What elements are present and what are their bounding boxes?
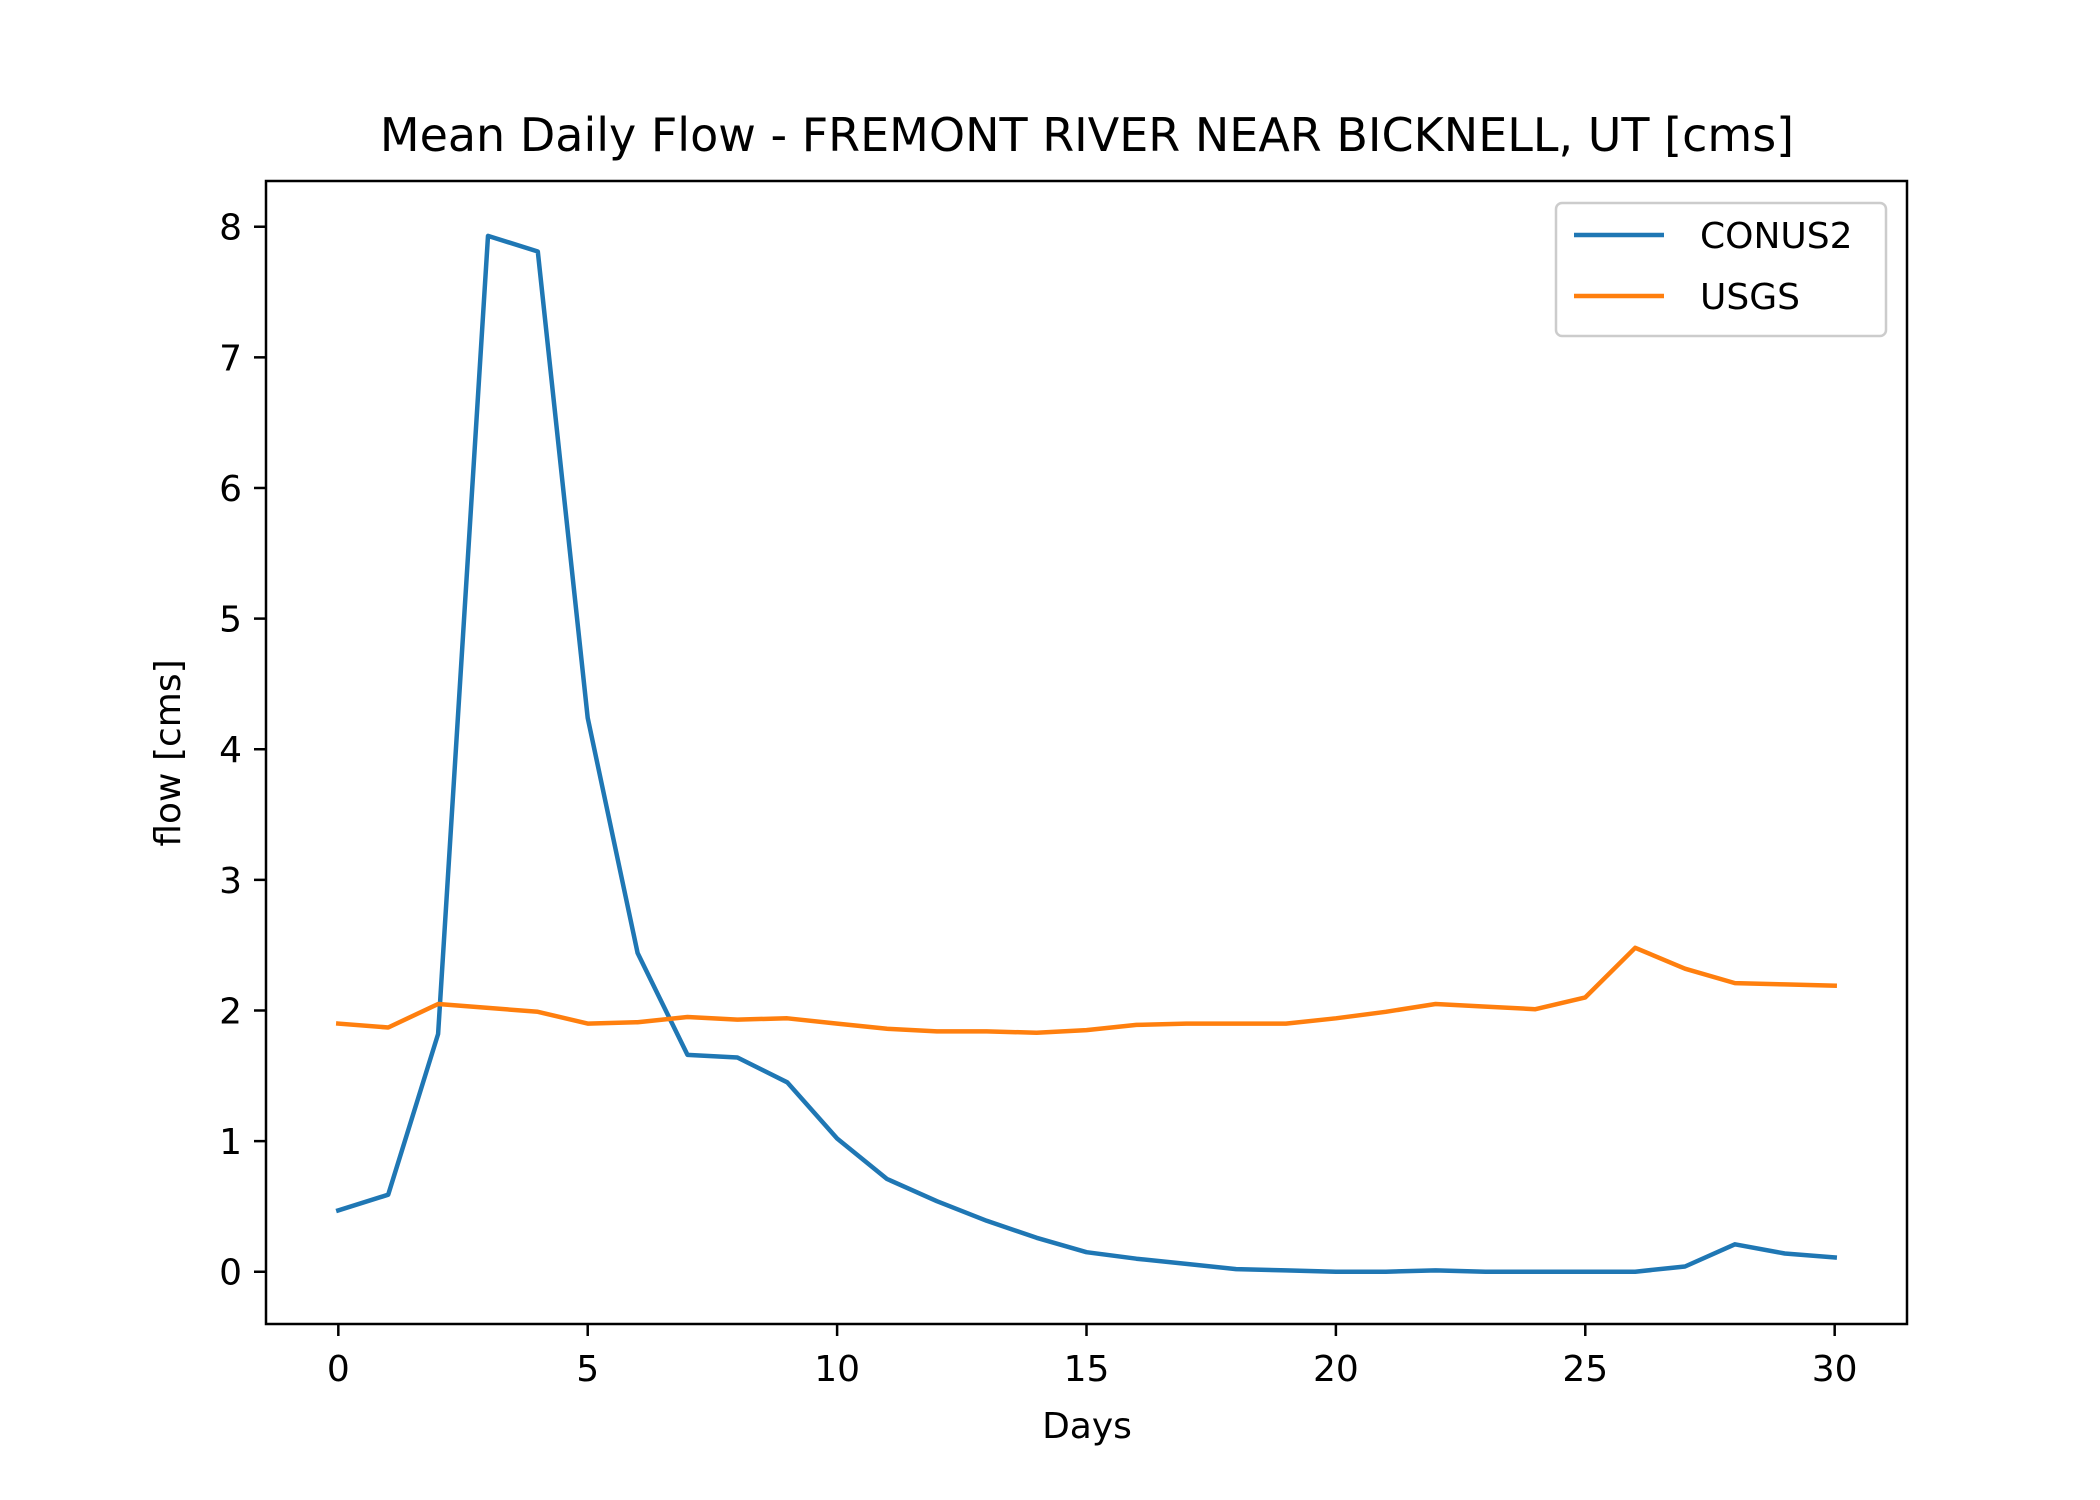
x-tick-label: 20 [1313,1349,1359,1390]
y-tick-label: 0 [219,1253,242,1294]
legend-entries: CONUS2 USGS [1574,216,1853,318]
y-axis: 0 1 2 3 4 5 6 7 8 [219,208,266,1294]
legend-label-conus2: CONUS2 [1700,216,1853,257]
y-tick-label: 7 [219,338,242,379]
x-tick-label: 0 [327,1349,350,1390]
y-tick-label: 3 [219,861,242,902]
y-tick-label: 8 [219,208,242,249]
chart-title: Mean Daily Flow - FREMONT RIVER NEAR BIC… [380,108,1794,162]
y-tick-label: 5 [219,600,242,641]
y-tick-label: 1 [219,1122,242,1163]
series-line-conus2 [335,233,1838,1274]
x-tick-label: 5 [576,1349,599,1390]
x-tick-label: 15 [1064,1349,1110,1390]
x-axis-label: Days [1042,1406,1132,1447]
y-tick-label: 4 [219,730,242,771]
legend-label-usgs: USGS [1700,277,1800,318]
x-axis: 0 5 10 15 20 25 30 [327,1324,1858,1390]
series-layer [335,233,1838,1274]
y-tick-label: 6 [219,469,242,510]
x-tick-label: 10 [814,1349,860,1390]
x-tick-label: 25 [1562,1349,1608,1390]
x-tick-label: 30 [1812,1349,1858,1390]
series-line-usgs [335,945,1838,1035]
legend: CONUS2 USGS [1554,201,1888,338]
y-tick-label: 2 [219,991,242,1032]
y-axis-label: flow [cms] [148,659,189,846]
